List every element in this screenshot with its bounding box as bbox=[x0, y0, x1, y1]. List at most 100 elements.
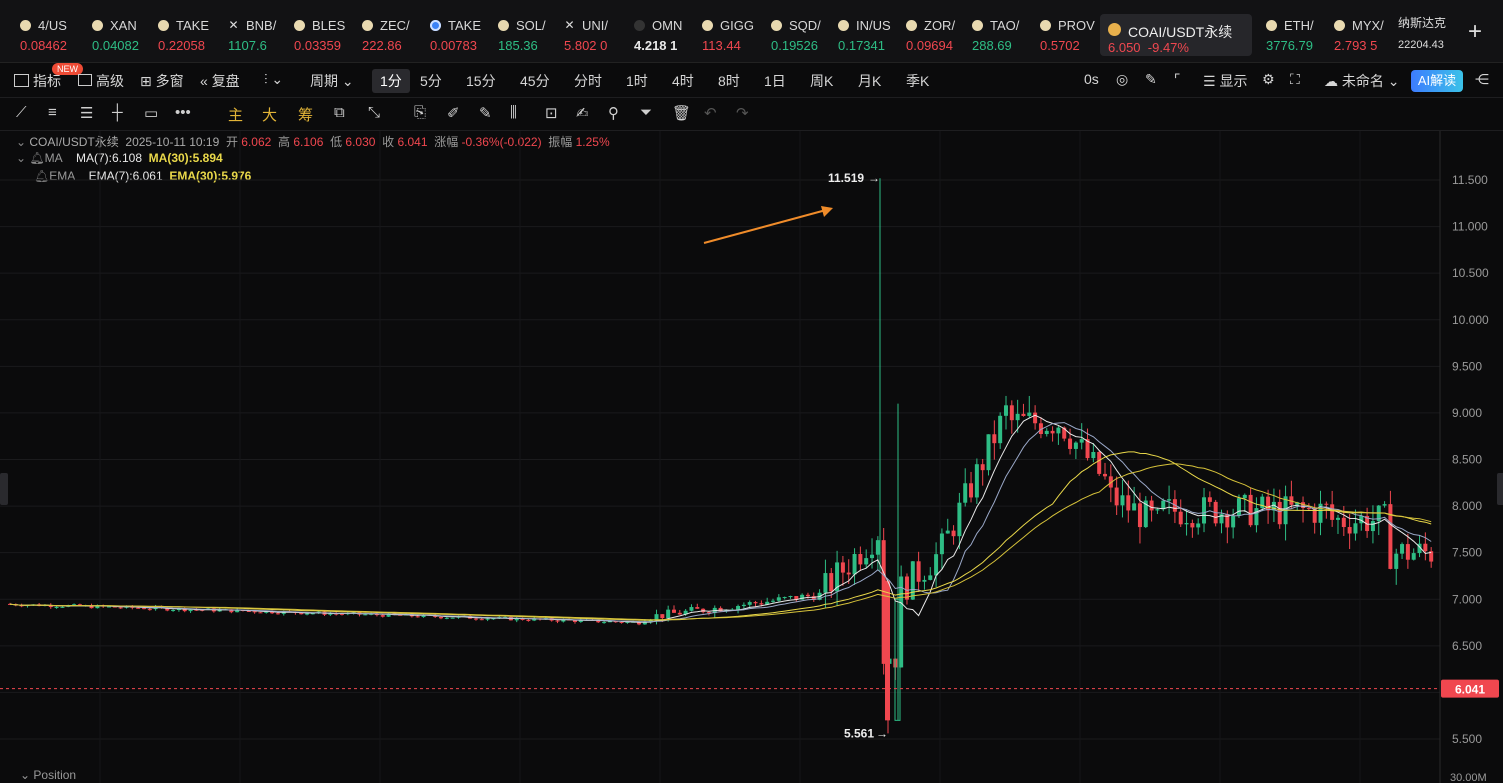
candle-body bbox=[1149, 500, 1154, 511]
filter-icon[interactable]: ⏷ bbox=[640, 104, 653, 121]
candles-icon[interactable]: ⫼ bbox=[510, 104, 517, 121]
layout-dropdown[interactable]: ☁ 未命名 ⌄ bbox=[1324, 73, 1400, 89]
coin-icon bbox=[1108, 23, 1121, 36]
ai-analysis-button[interactable]: AI解读 bbox=[1411, 70, 1463, 92]
advanced-button[interactable]: 高级 bbox=[78, 71, 124, 91]
left-panel-toggle[interactable] bbox=[0, 473, 8, 505]
delete-icon[interactable]: 🗑 bbox=[672, 105, 692, 122]
chart-canvas[interactable]: 11.500 11.000 10.500 10.000 9.500 9.000 8.500 8… bbox=[0, 131, 1503, 783]
candle-body bbox=[992, 434, 997, 444]
ticker-price: 1107.6 bbox=[228, 38, 267, 53]
candle-body bbox=[881, 540, 886, 664]
candle-body bbox=[642, 621, 647, 625]
lock-icon[interactable]: ⊡ bbox=[545, 105, 558, 122]
candle-body bbox=[328, 613, 333, 615]
chart-type-dropdown[interactable]: ⫶ ⌄ bbox=[264, 71, 283, 88]
ticker-nasdaq[interactable]: 纳斯达克 22204.43 bbox=[1398, 16, 1447, 51]
interval-tab[interactable]: 15分 bbox=[466, 73, 496, 89]
candle-body bbox=[572, 620, 577, 622]
interval-tab[interactable]: 8时 bbox=[718, 73, 740, 89]
candle-body bbox=[1056, 427, 1061, 434]
expand-icon[interactable]: ⛶ bbox=[1290, 71, 1300, 87]
ticker-price: 0.5702 bbox=[1040, 38, 1080, 53]
collapse-icon[interactable]: ⌄ bbox=[16, 151, 30, 165]
multi-window-button[interactable]: ⊞ 多窗 bbox=[140, 73, 184, 89]
fullscreen-window-icon[interactable]: ⌜ bbox=[1174, 71, 1181, 87]
redo-icon[interactable]: ↷ bbox=[736, 105, 749, 122]
candle-body bbox=[666, 609, 671, 619]
candle-body bbox=[747, 602, 752, 605]
right-panel-toggle[interactable] bbox=[1497, 473, 1503, 505]
interval-tab[interactable]: 1时 bbox=[626, 73, 648, 89]
cloud-icon: ☁ bbox=[1324, 73, 1342, 89]
note-icon[interactable]: ✍ bbox=[576, 105, 589, 122]
replay-button[interactable]: « 复盘 bbox=[200, 73, 240, 89]
undo-icon[interactable]: ↶ bbox=[704, 105, 717, 122]
price-chart[interactable]: ⌄ COAI/USDT永续 2025-10-11 10:19 开 6.062 高… bbox=[0, 131, 1503, 783]
candle-body bbox=[1091, 451, 1096, 459]
candle-body bbox=[520, 618, 525, 620]
share-icon[interactable]: ⋲ bbox=[1475, 71, 1489, 87]
candle-body bbox=[671, 609, 676, 613]
edit-icon[interactable]: ✎ bbox=[1145, 71, 1157, 87]
interval-tab[interactable]: 4时 bbox=[672, 73, 694, 89]
ticker-name: IN/US bbox=[856, 18, 891, 33]
new-badge: NEW bbox=[52, 63, 83, 75]
candle-body bbox=[514, 618, 519, 621]
candle-body bbox=[1318, 503, 1323, 523]
add-ticker-button[interactable]: + bbox=[1468, 18, 1483, 45]
candle-body bbox=[473, 618, 478, 620]
main-indicator-toggle[interactable]: 主 bbox=[228, 107, 244, 124]
ticker-item-active[interactable]: COAI/USDT永续 6.050 -9.47% bbox=[1100, 14, 1252, 56]
ticker-price: 0.09694 bbox=[906, 38, 953, 53]
interval-tab[interactable]: 分时 bbox=[574, 73, 602, 89]
bell-icon[interactable]: 🔔︎ bbox=[29, 151, 45, 165]
period-dropdown[interactable]: 周期 ⌄ bbox=[310, 73, 354, 89]
collapse-icon[interactable]: ⌄ bbox=[16, 135, 30, 149]
interval-tab[interactable]: 季K bbox=[906, 73, 930, 89]
more-tools-icon[interactable]: ••• bbox=[175, 104, 191, 121]
horizontal-lines-icon[interactable]: ☰ bbox=[80, 105, 94, 122]
candle-body bbox=[846, 572, 851, 575]
chips-toggle[interactable]: 筹 bbox=[298, 107, 314, 124]
candle-body bbox=[1202, 497, 1207, 524]
copy-icon[interactable]: ⎘ bbox=[414, 104, 427, 121]
candle-body bbox=[823, 573, 828, 593]
candle-body bbox=[1190, 523, 1195, 528]
candle-body bbox=[759, 603, 764, 605]
interval-tab[interactable]: 1日 bbox=[764, 73, 786, 89]
interval-tab[interactable]: 周K bbox=[810, 73, 834, 89]
ticker-price: 0.03359 bbox=[294, 38, 341, 53]
ma-legend: ⌄ 🔔︎MA MA(7):6.108 MA(30):5.894 bbox=[16, 151, 223, 165]
display-button[interactable]: ☰ 显示 bbox=[1203, 73, 1248, 89]
ticker-name: SQD/ bbox=[789, 18, 821, 33]
brush-icon[interactable]: ✎ bbox=[479, 105, 492, 122]
candle-body bbox=[864, 558, 869, 565]
camera-icon[interactable]: ◎ bbox=[1116, 71, 1129, 87]
coin-icon bbox=[20, 20, 31, 31]
line-tool-icon[interactable]: ⟋ bbox=[16, 104, 27, 121]
candle-body bbox=[1108, 476, 1113, 488]
interval-tab[interactable]: 1分 bbox=[372, 69, 410, 93]
interval-tab[interactable]: 45分 bbox=[520, 73, 550, 89]
ruler-icon[interactable]: ⤡ bbox=[368, 104, 381, 121]
parallel-lines-icon[interactable]: ≡ bbox=[48, 104, 57, 121]
ticker-price: 0.08462 bbox=[20, 38, 67, 53]
indicators-button[interactable]: 指标 bbox=[14, 71, 61, 91]
candle-body bbox=[741, 604, 746, 607]
visibility-icon[interactable]: ⚲ bbox=[608, 105, 619, 122]
big-indicator-toggle[interactable]: 大 bbox=[262, 107, 278, 124]
candle-body bbox=[112, 606, 117, 608]
pen-icon[interactable]: ✐ bbox=[447, 105, 460, 122]
candle-body bbox=[835, 562, 840, 592]
coin-icon bbox=[92, 20, 103, 31]
horizontal-ray-icon[interactable]: ┼ bbox=[112, 104, 123, 121]
candle-body bbox=[1231, 515, 1236, 528]
position-label[interactable]: ⌄ Position bbox=[20, 768, 77, 782]
settings-icon[interactable]: ⚙ bbox=[1262, 71, 1275, 87]
interval-tab[interactable]: 5分 bbox=[420, 73, 442, 89]
interval-tab[interactable]: 月K bbox=[858, 73, 882, 89]
magnet-icon[interactable]: ⧉ bbox=[334, 104, 345, 121]
rectangle-icon[interactable]: ▭ bbox=[144, 105, 159, 122]
candle-body bbox=[19, 605, 24, 607]
